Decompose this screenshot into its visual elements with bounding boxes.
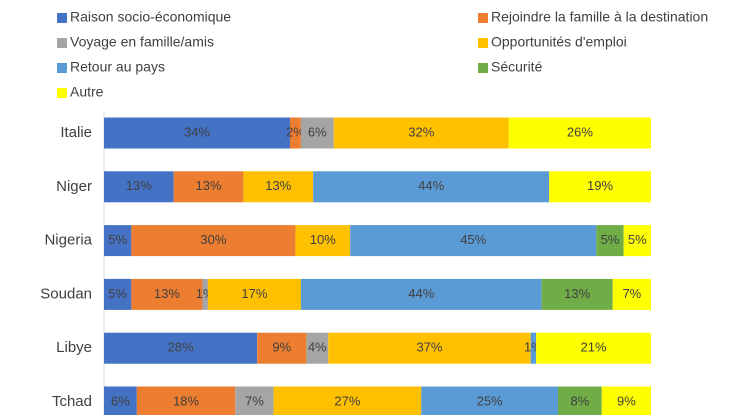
bar-segment	[104, 117, 290, 149]
bar-segment	[104, 278, 132, 310]
value-label: 44%	[408, 286, 434, 301]
value-label: 7%	[622, 286, 641, 301]
value-label: 30%	[200, 232, 226, 247]
bar-segment	[136, 386, 236, 415]
category-label: Tchad	[52, 393, 92, 410]
value-label: 5%	[108, 232, 127, 247]
bar-segment	[257, 332, 307, 364]
legend-label: Voyage en famille/amis	[70, 34, 214, 50]
value-label: 37%	[416, 340, 442, 355]
bar-segment	[328, 332, 531, 364]
category-label: Soudan	[40, 285, 92, 302]
value-label: 19%	[587, 178, 613, 193]
value-label: 4%	[308, 340, 327, 355]
category-label: Libye	[56, 339, 92, 356]
bar-segment	[202, 278, 208, 310]
value-label: 2%	[286, 124, 305, 139]
category-label: Niger	[56, 178, 92, 195]
value-label: 5%	[628, 232, 647, 247]
value-label: 44%	[418, 178, 444, 193]
bar-segment	[623, 225, 651, 257]
category-label: Nigeria	[44, 232, 92, 249]
bar-segment	[104, 332, 258, 364]
bar-segment	[541, 278, 613, 310]
legend-swatch	[57, 38, 67, 48]
value-label: 25%	[477, 393, 503, 408]
bar-segment	[207, 278, 301, 310]
bar-segment	[104, 171, 174, 203]
value-label: 17%	[241, 286, 267, 301]
value-label: 13%	[154, 286, 180, 301]
legend-swatch	[478, 38, 488, 48]
value-label: 13%	[196, 178, 222, 193]
value-label: 13%	[564, 286, 590, 301]
value-label: 6%	[308, 124, 327, 139]
bar-segment	[508, 117, 651, 149]
value-label: 13%	[126, 178, 152, 193]
bar-segment	[243, 171, 314, 203]
bar-segment	[536, 332, 651, 364]
legend-swatch	[57, 13, 67, 23]
bar-segment	[295, 225, 351, 257]
value-label: 26%	[567, 124, 593, 139]
value-label: 6%	[111, 393, 130, 408]
bar-segment	[549, 171, 651, 203]
bar-segment	[289, 117, 301, 149]
legend-swatch	[57, 88, 67, 98]
value-label: 8%	[570, 393, 589, 408]
bar-segment	[235, 386, 274, 415]
legend-label: Autre	[70, 84, 104, 100]
legend-label: Rejoindre la famille à la destination	[491, 9, 708, 25]
bar-segment	[612, 278, 651, 310]
bar-segment	[333, 117, 509, 149]
bar-segment	[300, 117, 334, 149]
legend-swatch	[478, 13, 488, 23]
bar-segment	[173, 171, 244, 203]
value-label: 45%	[460, 232, 486, 247]
legend-label: Sécurité	[491, 59, 543, 75]
value-label: 7%	[245, 393, 264, 408]
value-label: 28%	[168, 340, 194, 355]
value-label: 9%	[617, 393, 636, 408]
bar-segment	[596, 225, 624, 257]
legend-label: Opportunités d'emploi	[491, 34, 627, 50]
value-label: 5%	[108, 286, 127, 301]
bar-segment	[306, 332, 329, 364]
legend-swatch	[57, 63, 67, 73]
value-label: 5%	[601, 232, 620, 247]
bar-segment	[104, 225, 132, 257]
legend-label: Raison socio-économique	[70, 9, 231, 25]
category-label: Italie	[60, 124, 92, 141]
bar-segment	[131, 278, 203, 310]
legend-swatch	[478, 63, 488, 73]
legend-label: Retour au pays	[70, 59, 165, 75]
bar-segment	[131, 225, 296, 257]
value-label: 32%	[408, 124, 434, 139]
value-label: 27%	[334, 393, 360, 408]
bar-segment	[558, 386, 602, 415]
bar-segment	[104, 386, 137, 415]
value-label: 18%	[173, 393, 199, 408]
bar-segment	[421, 386, 559, 415]
bar-segment	[530, 332, 537, 364]
bar-segment	[300, 278, 542, 310]
value-label: 13%	[265, 178, 291, 193]
bar-segment	[313, 171, 550, 203]
value-label: 10%	[310, 232, 336, 247]
bar-segment	[273, 386, 422, 415]
value-label: 9%	[272, 340, 291, 355]
value-label: 34%	[184, 124, 210, 139]
bar-segment	[350, 225, 597, 257]
value-label: 21%	[581, 340, 607, 355]
bar-segment	[601, 386, 651, 415]
